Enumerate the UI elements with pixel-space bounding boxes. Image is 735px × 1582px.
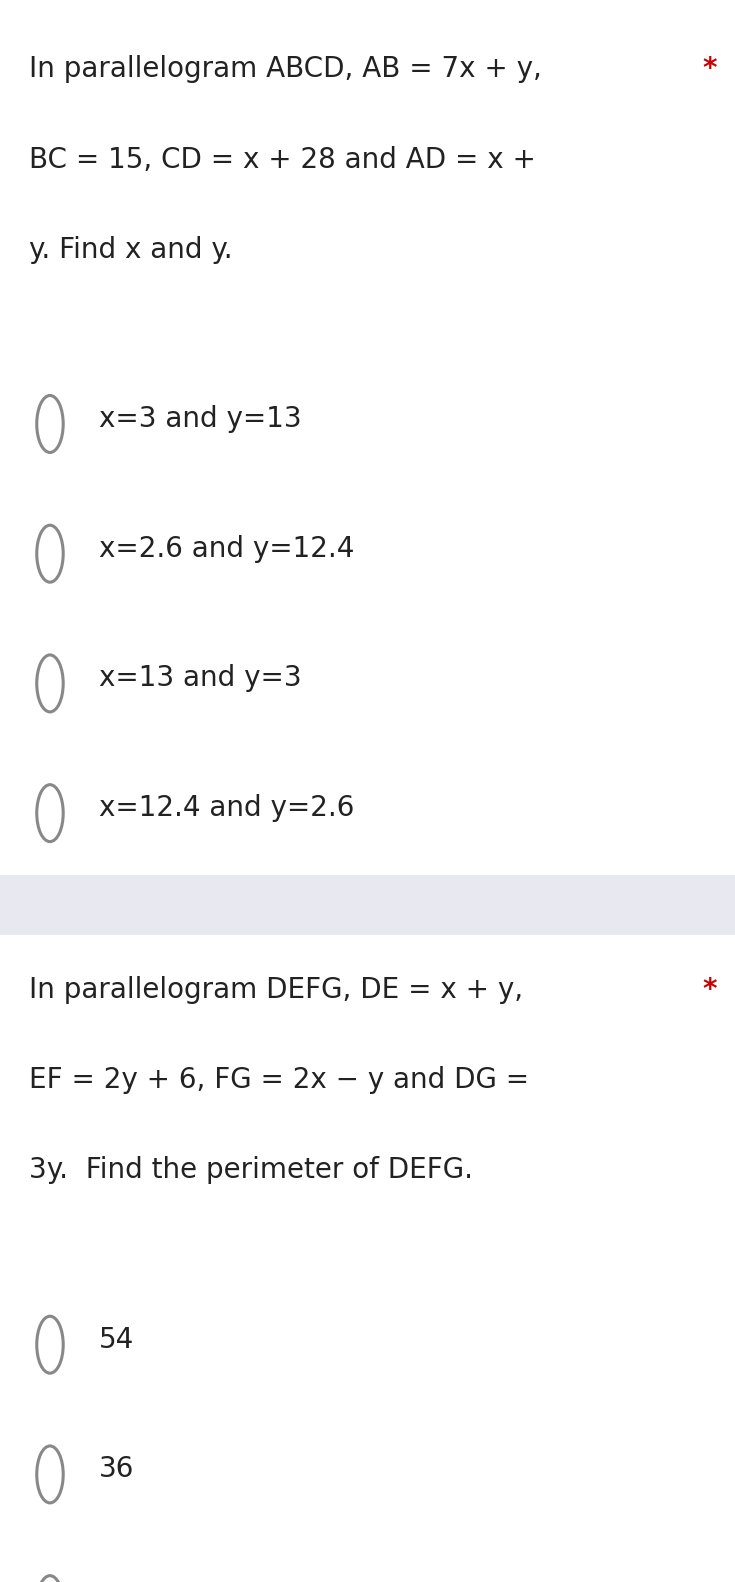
Text: In parallelogram ABCD, AB = 7x + y,: In parallelogram ABCD, AB = 7x + y, bbox=[29, 55, 542, 84]
Text: x=12.4 and y=2.6: x=12.4 and y=2.6 bbox=[99, 794, 354, 823]
Circle shape bbox=[37, 1316, 63, 1373]
Circle shape bbox=[37, 655, 63, 712]
Text: EF = 2y + 6, FG = 2x − y and DG =: EF = 2y + 6, FG = 2x − y and DG = bbox=[29, 1066, 529, 1095]
Text: *: * bbox=[702, 976, 717, 1005]
Circle shape bbox=[37, 525, 63, 582]
Text: 36: 36 bbox=[99, 1455, 135, 1484]
Text: y. Find x and y.: y. Find x and y. bbox=[29, 236, 233, 264]
Text: BC = 15, CD = x + 28 and AD = x +: BC = 15, CD = x + 28 and AD = x + bbox=[29, 146, 537, 174]
Circle shape bbox=[37, 396, 63, 452]
Circle shape bbox=[37, 1576, 63, 1582]
Circle shape bbox=[37, 1446, 63, 1503]
Text: 3y.  Find the perimeter of DEFG.: 3y. Find the perimeter of DEFG. bbox=[29, 1156, 473, 1185]
Text: x=13 and y=3: x=13 and y=3 bbox=[99, 664, 302, 693]
Text: x=2.6 and y=12.4: x=2.6 and y=12.4 bbox=[99, 535, 354, 563]
Text: In parallelogram DEFG, DE = x + y,: In parallelogram DEFG, DE = x + y, bbox=[29, 976, 523, 1005]
FancyBboxPatch shape bbox=[0, 875, 735, 935]
Text: *: * bbox=[702, 55, 717, 84]
Circle shape bbox=[37, 785, 63, 842]
Text: 54: 54 bbox=[99, 1326, 135, 1354]
Text: x=3 and y=13: x=3 and y=13 bbox=[99, 405, 302, 433]
